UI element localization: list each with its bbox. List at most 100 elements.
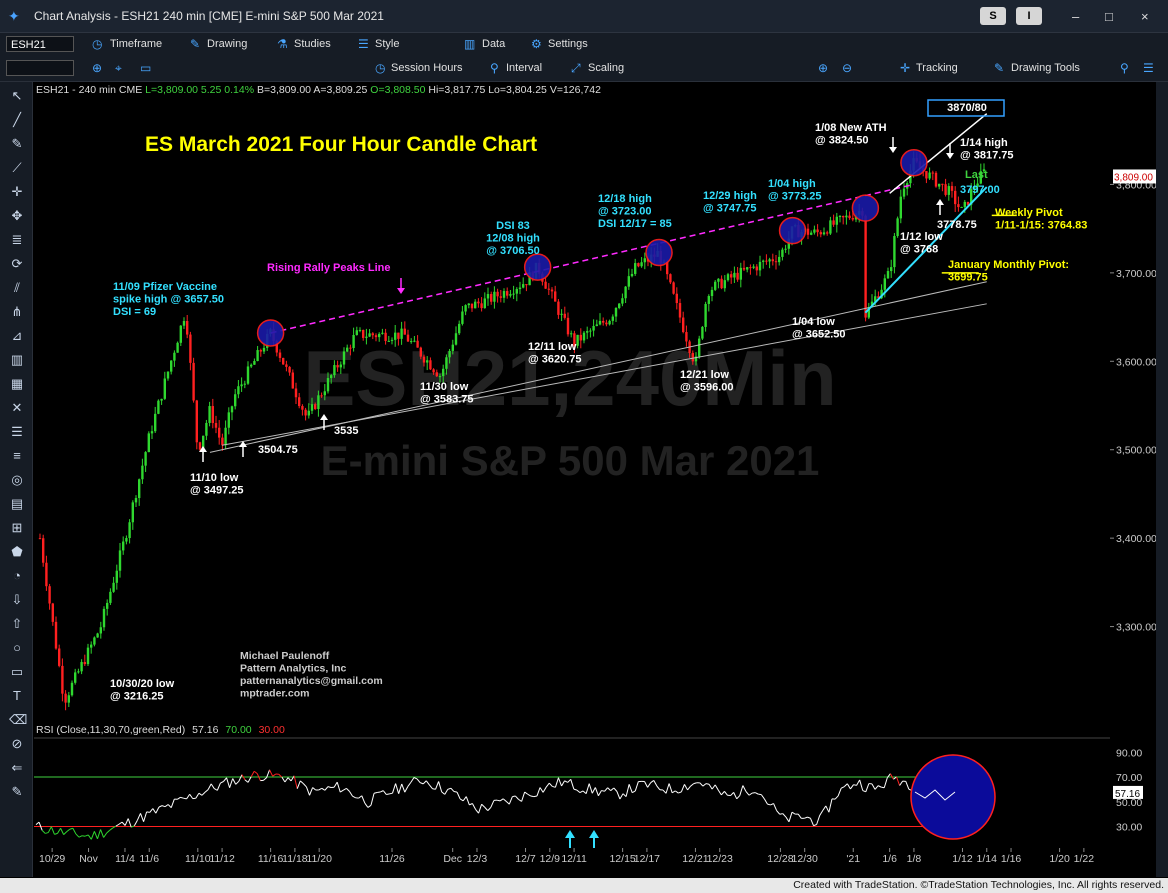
highlight-icon[interactable]: ✎ xyxy=(11,784,23,799)
rsi-line-segment xyxy=(38,821,43,831)
cursor-icon[interactable]: ⌖ xyxy=(115,61,122,75)
rsi-line-segment xyxy=(678,791,682,794)
candle-body xyxy=(227,412,230,428)
footer: Created with TradeStation. ©TradeStation… xyxy=(0,878,1168,893)
rsi-line-segment xyxy=(548,782,553,787)
rsi-line-segment xyxy=(776,810,781,815)
candle-body xyxy=(240,384,243,387)
window-icon[interactable]: ▭ xyxy=(140,61,152,75)
drawing-menu[interactable]: Drawing xyxy=(207,38,248,50)
info-exchange: CME xyxy=(118,84,143,96)
move-icon[interactable]: ✥ xyxy=(11,208,23,223)
candle-body xyxy=(602,320,605,323)
eraser-icon[interactable]: ⌫ xyxy=(9,712,28,727)
rsi-line-segment xyxy=(103,832,108,838)
candle-body xyxy=(317,395,320,410)
right-scrollbar[interactable] xyxy=(1156,82,1168,877)
brush-icon[interactable]: ✎ xyxy=(11,136,23,151)
fibonacci-icon[interactable]: ≣ xyxy=(11,232,23,247)
settings-menu[interactable]: Settings xyxy=(548,38,588,50)
style-menu[interactable]: Style xyxy=(375,38,400,50)
tools-icon[interactable]: ✕ xyxy=(11,400,23,415)
grid-small-icon[interactable]: ▤ xyxy=(10,496,24,511)
candle-body xyxy=(682,317,685,333)
levels-icon[interactable]: ☰ xyxy=(11,424,23,439)
trendline-icon[interactable]: ╱ xyxy=(13,112,21,127)
lines-icon[interactable]: ≡ xyxy=(13,448,21,463)
candle-body xyxy=(582,332,586,341)
pin-icon[interactable]: ⚲ xyxy=(1120,61,1129,75)
candle-body xyxy=(179,325,182,343)
session-hours-menu[interactable]: Session Hours xyxy=(391,62,463,74)
pitchfork-icon[interactable]: ⋔ xyxy=(11,304,23,319)
cross-grid-icon[interactable]: ⊞ xyxy=(11,520,23,535)
rsi-line-segment xyxy=(634,781,639,792)
xtick-label: 12/3 xyxy=(467,853,488,865)
i-button[interactable]: I xyxy=(1016,7,1042,25)
candle-body xyxy=(698,338,701,357)
zoom-icon[interactable]: ⊕ xyxy=(92,61,103,75)
pentagon-icon[interactable]: ⬟ xyxy=(11,544,23,559)
drawing-tools-menu[interactable]: Drawing Tools xyxy=(1011,62,1080,74)
menu-icon[interactable]: ☰ xyxy=(1143,61,1154,75)
gann-fan-icon[interactable]: ⊿ xyxy=(11,328,23,343)
arrow-left-icon[interactable]: ⇐ xyxy=(11,760,23,775)
rectangle-icon[interactable]: ▭ xyxy=(10,664,24,679)
rsi-line-segment xyxy=(69,827,74,830)
candle-body xyxy=(522,284,525,288)
candle-body xyxy=(506,291,509,296)
s-button[interactable]: S xyxy=(980,7,1006,25)
candle-body xyxy=(134,498,138,503)
candle-body xyxy=(64,693,67,703)
rsi-line-segment xyxy=(733,792,738,800)
info-open: O=3,808.50 xyxy=(370,84,426,96)
rsi-info-bar: RSI (Close,11,30,70,green,Red) 57.16 70.… xyxy=(36,724,285,736)
rsi-line-segment xyxy=(410,777,415,783)
peak-marker-circle xyxy=(256,319,285,347)
timeframe-menu[interactable]: Timeframe xyxy=(110,38,163,50)
scaling-menu[interactable]: Scaling xyxy=(588,62,625,74)
candle-body xyxy=(493,291,496,302)
candle-body xyxy=(454,333,458,345)
arrow-head xyxy=(199,446,207,452)
data-menu[interactable]: Data xyxy=(482,38,506,50)
candle-body xyxy=(765,260,768,262)
rsi-line-segment xyxy=(232,778,237,785)
channel-icon[interactable]: ⫽ xyxy=(14,280,20,295)
crosshair-tool-icon[interactable]: ✛ xyxy=(11,184,23,199)
rsi-overbought: 70.00 xyxy=(225,724,252,736)
rsi-line-segment xyxy=(82,835,86,837)
interval-input[interactable] xyxy=(6,60,74,76)
tracking-menu[interactable]: Tracking xyxy=(916,62,958,74)
speed-lines-icon[interactable]: ⟳ xyxy=(11,256,23,271)
arc-icon[interactable]: ◔ xyxy=(13,568,21,583)
candle-body xyxy=(941,183,944,185)
symbol-input[interactable]: ESH21 xyxy=(6,36,74,52)
minimize-button[interactable]: – xyxy=(1072,9,1080,24)
rsi-line-segment xyxy=(450,787,455,792)
rsi-line-segment xyxy=(453,791,458,793)
zoom-in-icon[interactable]: ⊕ xyxy=(818,61,829,75)
arrow-up-icon[interactable]: ⇧ xyxy=(11,616,23,631)
rsi-line-segment xyxy=(195,792,200,799)
delete-icon[interactable]: ⊘ xyxy=(11,736,23,751)
interval-menu[interactable]: Interval xyxy=(506,62,543,74)
xtick-label: 1/22 xyxy=(1074,853,1095,865)
rsi-line-segment xyxy=(508,796,513,805)
annotation-text: 1/08 New ATH xyxy=(815,122,887,134)
candle-body xyxy=(112,582,115,592)
grid-icon[interactable]: ▦ xyxy=(10,376,24,391)
maximize-button[interactable]: □ xyxy=(1105,9,1113,24)
text-icon[interactable]: T xyxy=(13,688,21,703)
ellipse-icon[interactable]: ○ xyxy=(13,640,21,655)
zoom-out-icon[interactable]: ⊖ xyxy=(842,61,853,75)
studies-menu[interactable]: Studies xyxy=(294,38,331,50)
ray-icon[interactable]: ⟋ xyxy=(12,160,22,175)
candle-body xyxy=(614,307,618,317)
target-icon[interactable]: ◎ xyxy=(11,472,23,487)
close-button[interactable]: × xyxy=(1141,9,1149,24)
arrow-down-icon[interactable]: ⇩ xyxy=(11,592,23,607)
pointer-icon[interactable]: ↖ xyxy=(11,88,23,103)
columns-icon[interactable]: ▥ xyxy=(10,352,24,367)
